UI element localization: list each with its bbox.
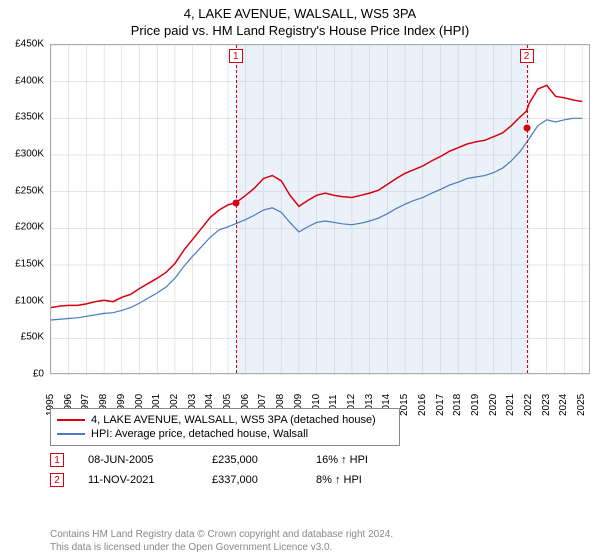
y-tick-label: £400K: [15, 75, 44, 86]
footer-line-2: This data is licensed under the Open Gov…: [50, 541, 393, 554]
y-tick-label: £250K: [15, 185, 44, 196]
y-tick-label: £350K: [15, 112, 44, 123]
sale-row-2: 2 11-NOV-2021 £337,000 8% ↑ HPI: [50, 470, 590, 490]
chart-area: £0 £50K £100K £150K £200K £250K £300K £350K £400…: [0, 44, 600, 404]
sale-hpi-delta: 16% ↑ HPI: [316, 454, 368, 466]
sale-marker-box: 2: [50, 473, 64, 487]
footer-attribution: Contains HM Land Registry data © Crown c…: [50, 528, 393, 554]
sale-marker-box: 1: [50, 453, 64, 467]
legend-swatch: [57, 433, 85, 435]
x-tick-label: 2021: [505, 394, 516, 416]
chart-subtitle: Price paid vs. HM Land Registry's House …: [0, 21, 600, 38]
sale-date: 11-NOV-2021: [88, 474, 188, 486]
y-tick-label: £200K: [15, 222, 44, 233]
legend-label: HPI: Average price, detached house, Wals…: [91, 428, 308, 440]
sale-hpi-delta: 8% ↑ HPI: [316, 474, 362, 486]
sale-vline-2: [527, 45, 528, 373]
x-tick-label: 2025: [576, 394, 587, 416]
x-tick-label: 2016: [417, 394, 428, 416]
y-tick-label: £100K: [15, 295, 44, 306]
x-tick-label: 2023: [541, 394, 552, 416]
x-tick-label: 2020: [488, 394, 499, 416]
sale-marker-label-1: 1: [229, 49, 243, 63]
footer-line-1: Contains HM Land Registry data © Crown c…: [50, 528, 393, 541]
y-tick-label: £50K: [21, 332, 44, 343]
legend: 4, LAKE AVENUE, WALSALL, WS5 3PA (detach…: [50, 408, 400, 446]
y-tick-label: £450K: [15, 39, 44, 50]
sale-price: £337,000: [212, 474, 292, 486]
chart-container: 4, LAKE AVENUE, WALSALL, WS5 3PA Price p…: [0, 0, 600, 560]
sale-marker-label-2: 2: [520, 49, 534, 63]
y-axis: £0£50K£100K£150K£200K£250K£300K£350K£400…: [0, 44, 48, 374]
legend-label: 4, LAKE AVENUE, WALSALL, WS5 3PA (detach…: [91, 414, 376, 426]
sale-marker-1: [232, 199, 239, 206]
x-tick-label: 2024: [558, 394, 569, 416]
sale-vline-1: [236, 45, 237, 373]
legend-item: HPI: Average price, detached house, Wals…: [57, 427, 393, 441]
x-tick-label: 2018: [452, 394, 463, 416]
plot-area: 12: [50, 44, 590, 374]
y-tick-label: £0: [33, 369, 44, 380]
y-tick-label: £150K: [15, 259, 44, 270]
x-tick-label: 2019: [470, 394, 481, 416]
y-tick-label: £300K: [15, 149, 44, 160]
x-tick-label: 2015: [399, 394, 410, 416]
sale-price: £235,000: [212, 454, 292, 466]
sale-row-1: 1 08-JUN-2005 £235,000 16% ↑ HPI: [50, 450, 590, 470]
sales-table: 1 08-JUN-2005 £235,000 16% ↑ HPI 2 11-NOV-202…: [50, 450, 590, 490]
chart-title: 4, LAKE AVENUE, WALSALL, WS5 3PA: [0, 0, 600, 21]
x-tick-label: 2017: [435, 394, 446, 416]
plot-svg: [51, 45, 591, 375]
x-axis: 1995199619971998199920002001200220032004…: [50, 376, 590, 404]
sale-date: 08-JUN-2005: [88, 454, 188, 466]
x-tick-label: 2022: [523, 394, 534, 416]
legend-item: 4, LAKE AVENUE, WALSALL, WS5 3PA (detach…: [57, 413, 393, 427]
legend-swatch: [57, 419, 85, 421]
sale-marker-2: [523, 124, 530, 131]
